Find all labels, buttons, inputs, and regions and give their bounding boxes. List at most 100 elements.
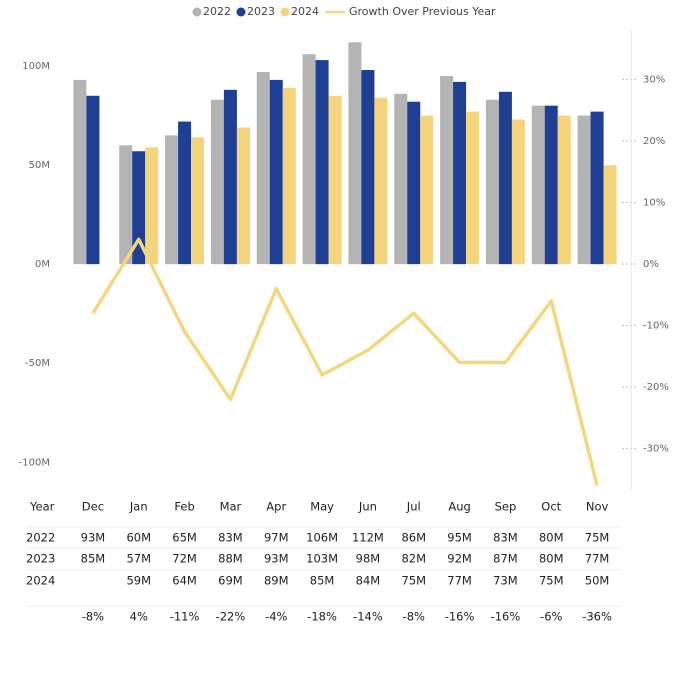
bar [361, 70, 375, 265]
table-cell: -22% [216, 610, 246, 624]
bar [544, 105, 558, 265]
table-cell: 103M [306, 552, 338, 566]
y-tick-label: 100M [22, 61, 50, 72]
bar [577, 115, 591, 265]
legend-marker [236, 7, 246, 17]
table-cell: 77M [447, 574, 472, 588]
x-tick-label: Jan [129, 500, 148, 514]
y2-tick-label: -10% [643, 321, 669, 332]
row-label: 2022 [26, 531, 55, 545]
table-cell: -4% [265, 610, 287, 624]
x-tick-label: Jul [406, 500, 421, 514]
x-tick-label: May [310, 500, 334, 514]
bar [236, 127, 250, 265]
bar [531, 105, 545, 265]
bar [282, 87, 296, 265]
bar [145, 147, 159, 265]
table-cell: 4% [130, 610, 148, 624]
legend-label: Growth Over Previous Year [349, 5, 496, 18]
table-cell: 86M [401, 531, 426, 545]
table-cell: 75M [585, 531, 610, 545]
table-header: Year [29, 500, 55, 514]
bar [302, 54, 316, 265]
y-tick-label: -100M [19, 457, 50, 468]
table-cell: -8% [82, 610, 104, 624]
bar [210, 99, 224, 265]
y2-tick-label: 0% [643, 259, 659, 270]
row-label: 2024 [26, 574, 55, 588]
y2-tick-label: 10% [643, 197, 665, 208]
table-cell: 50M [585, 574, 610, 588]
table-cell: 77M [585, 552, 610, 566]
table-cell: 75M [401, 574, 426, 588]
table-cell: -14% [353, 610, 383, 624]
x-tick-label: Jun [358, 500, 377, 514]
axes: 100M 50M 0M -50M -100M 30% 20% 10% 0% -10% -20% -30… [19, 61, 669, 468]
x-tick-label: Mar [220, 500, 242, 514]
bar [269, 79, 283, 265]
table-cell: 85M [310, 574, 335, 588]
table-cell: 80M [539, 552, 564, 566]
y2-tick-label: -30% [643, 444, 669, 455]
bar [557, 115, 571, 265]
bar [132, 151, 146, 265]
table-cell: 83M [493, 531, 518, 545]
growth-line [91, 237, 599, 487]
table-cell: 69M [218, 574, 243, 588]
table-cell: 73M [493, 574, 518, 588]
table-cell: 92M [447, 552, 472, 566]
bar [73, 79, 87, 265]
data-table: Year Dec Jan Feb Mar Apr May Jun Jul Aug Sep Oct Nov… [26, 500, 620, 624]
bar [394, 93, 408, 265]
bar [420, 115, 434, 265]
legend-label: 2022 [203, 5, 231, 18]
table-cell: 60M [126, 531, 151, 545]
row-label: 2023 [26, 552, 55, 566]
bar [165, 135, 179, 265]
x-tick-label: Oct [541, 500, 561, 514]
bar [511, 119, 525, 265]
table-cell: -6% [540, 610, 562, 624]
bar [374, 97, 388, 265]
table-cell: 93M [81, 531, 106, 545]
y-tick-label: -50M [25, 358, 50, 369]
bar [603, 165, 617, 265]
bar [328, 95, 342, 265]
table-cell: 85M [81, 552, 106, 566]
table-cell: 75M [539, 574, 564, 588]
legend-label: 2023 [247, 5, 275, 18]
x-tick-label: Aug [448, 500, 470, 514]
y2-tick-label: 20% [643, 136, 665, 147]
bar [466, 111, 480, 265]
bar [178, 121, 192, 265]
bar [348, 42, 362, 265]
table-cell: -18% [307, 610, 337, 624]
table-cell: -11% [170, 610, 200, 624]
y-tick-label: 50M [29, 160, 50, 171]
table-cell: 82M [401, 552, 426, 566]
table-cell: 59M [126, 574, 151, 588]
table-cell: 98M [356, 552, 381, 566]
bar [440, 75, 454, 265]
y2-tick-label: -20% [643, 382, 669, 393]
bar [191, 137, 205, 265]
x-tick-label: Nov [586, 500, 609, 514]
bar [498, 91, 512, 265]
table-cell: 87M [493, 552, 518, 566]
table-cell: 84M [356, 574, 381, 588]
bar [119, 145, 133, 265]
y2-tick-label: 30% [643, 74, 665, 85]
table-cell: -8% [403, 610, 425, 624]
table-cell: 88M [218, 552, 243, 566]
table-cell: 64M [172, 574, 197, 588]
table-cell: 89M [264, 574, 289, 588]
table-cell: -36% [582, 610, 612, 624]
table-cell: 93M [264, 552, 289, 566]
table-cell: 72M [172, 552, 197, 566]
legend-marker [192, 7, 202, 17]
bar [315, 60, 329, 265]
y-tick-label: 0M [35, 259, 50, 270]
table-cell: 97M [264, 531, 289, 545]
table-cell: -16% [445, 610, 475, 624]
